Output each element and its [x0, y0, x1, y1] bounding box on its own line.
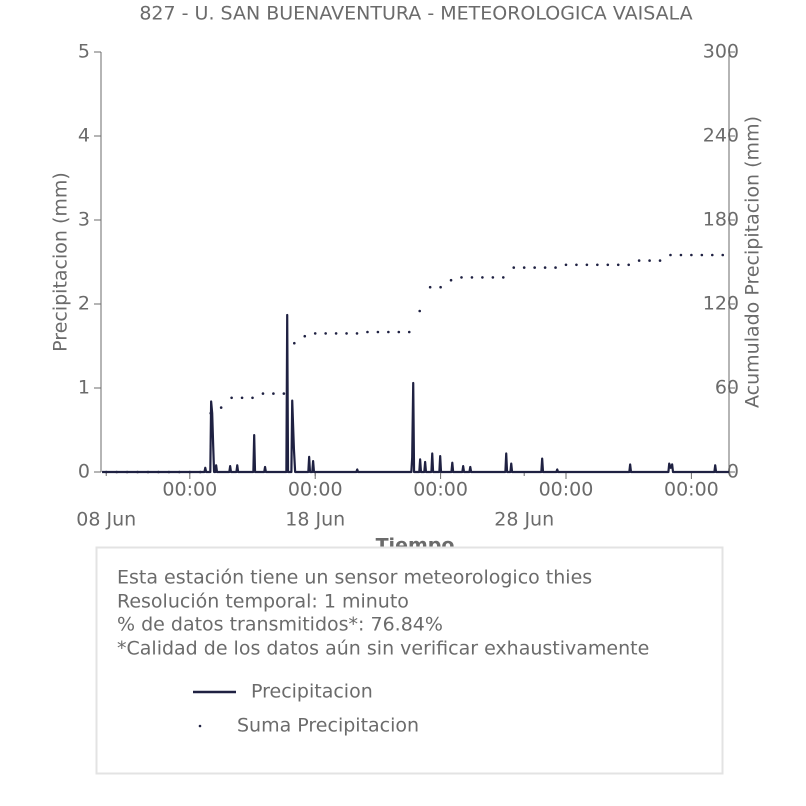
cumulative-dot [240, 396, 244, 400]
x-tick-label: 00:00 [288, 479, 343, 501]
info-line: *Calidad de los datos aún sin verificar … [117, 638, 649, 660]
cumulative-dot [272, 392, 275, 395]
cumulative-dot [219, 406, 223, 409]
cumulative-dot [125, 470, 129, 474]
cumulative-dot [428, 285, 432, 289]
cumulative-dot [178, 470, 181, 474]
cumulative-dot [387, 330, 390, 334]
cumulative-dot [533, 266, 536, 269]
cumulative-dot [198, 470, 202, 474]
info-line: % de datos transmitidos*: 76.84% [117, 614, 443, 636]
info-line: Esta estación tiene un sensor meteorolog… [117, 567, 592, 589]
cumulative-dot [658, 259, 662, 262]
cumulative-dot [596, 263, 599, 267]
cumulative-dot [334, 332, 338, 335]
info-line: Resolución temporal: 1 minuto [117, 591, 409, 613]
cumulative-dot [721, 253, 725, 257]
cumulative-dot [481, 276, 484, 279]
cumulative-dot [564, 263, 568, 267]
x-date-label: 28 Jun [494, 509, 554, 531]
cumulative-dot [585, 263, 589, 267]
cumulative-dot [710, 253, 714, 257]
cumulative-dot [616, 263, 620, 267]
cumulative-dot [313, 332, 317, 335]
y-tick-label: 0 [78, 461, 90, 483]
cumulative-dot [282, 392, 286, 395]
cumulative-dot [157, 470, 160, 474]
cumulative-dot [470, 276, 474, 279]
info-text: Esta estación tiene un sensor meteorolog… [117, 567, 649, 660]
legend-label: Precipitacion [251, 681, 373, 703]
cumulative-dot [418, 309, 422, 313]
legend-dot [198, 724, 202, 728]
cumulative-dot [491, 276, 495, 279]
x-tick-label: 00:00 [664, 479, 719, 501]
y-tick-label: 5 [78, 41, 90, 63]
y2-tick-label: 240 [703, 125, 739, 147]
y2-tick-label: 180 [703, 209, 739, 231]
cumulative-dot [230, 396, 233, 400]
cumulative-dot [104, 470, 108, 474]
cumulative-dot [303, 334, 307, 338]
cumulative-dot [209, 411, 213, 415]
cumulative-dot [700, 253, 704, 257]
cumulative-dot [407, 330, 411, 334]
precip-line [102, 313, 729, 474]
x-date-label: 08 Jun [76, 509, 136, 531]
cumulative-dot [167, 470, 171, 474]
cumulative-dot [366, 330, 369, 334]
cumulative-dot [648, 259, 651, 262]
info-box [95, 546, 724, 775]
y-tick-label: 3 [78, 209, 90, 231]
cumulative-dot [512, 266, 516, 269]
y2-tick-label: 0 [727, 461, 739, 483]
cumulative-dot [449, 278, 453, 282]
cumulative-dot [293, 341, 296, 345]
cumulative-dot [679, 253, 683, 257]
cumulative-dot [554, 266, 557, 269]
cumulative-dot [136, 470, 139, 474]
cumulative-dot [146, 470, 150, 474]
cumulative-dot [115, 470, 118, 474]
x-tick-label: 00:00 [162, 479, 217, 501]
cumulative-dot [690, 253, 693, 257]
cumulative-dot [376, 330, 380, 334]
cumulative-dot [355, 332, 359, 335]
cumulative-dot [251, 396, 254, 400]
legend-label: Suma Precipitacion [237, 715, 419, 737]
y-tick-label: 1 [78, 377, 90, 399]
y2-tick-label: 300 [703, 41, 739, 63]
cumulative-dot [397, 330, 401, 334]
x-tick-label: 00:00 [413, 479, 468, 501]
cumulative-dot [543, 266, 547, 269]
cumulative-dot [522, 266, 526, 269]
chart-title: 827 - U. SAN BUENAVENTURA - METEOROLOGIC… [139, 3, 692, 25]
x-tick-label: 00:00 [539, 479, 594, 501]
y-tick-label: 2 [78, 293, 90, 315]
cumulative-dot [345, 332, 348, 335]
cumulative-dot [669, 253, 672, 257]
cumulative-dot [637, 259, 641, 262]
y2-axis-label: Acumulado Precipitacion (mm) [742, 116, 764, 408]
cumulative-dot [575, 263, 578, 267]
y-tick-label: 4 [78, 125, 90, 147]
y-axis-label: Precipitacion (mm) [50, 172, 72, 352]
cumulative-dot [501, 276, 505, 279]
cumulative-dot [606, 263, 610, 267]
cumulative-dot [439, 285, 442, 289]
y2-tick-label: 60 [715, 377, 739, 399]
cumulative-dot [324, 332, 327, 335]
cumulative-dot [188, 470, 192, 474]
cumulative-dot [460, 276, 463, 279]
x-date-label: 18 Jun [285, 509, 345, 531]
y2-tick-label: 120 [703, 293, 739, 315]
cumulative-dot [261, 392, 265, 395]
cumulative-dot [627, 263, 630, 267]
